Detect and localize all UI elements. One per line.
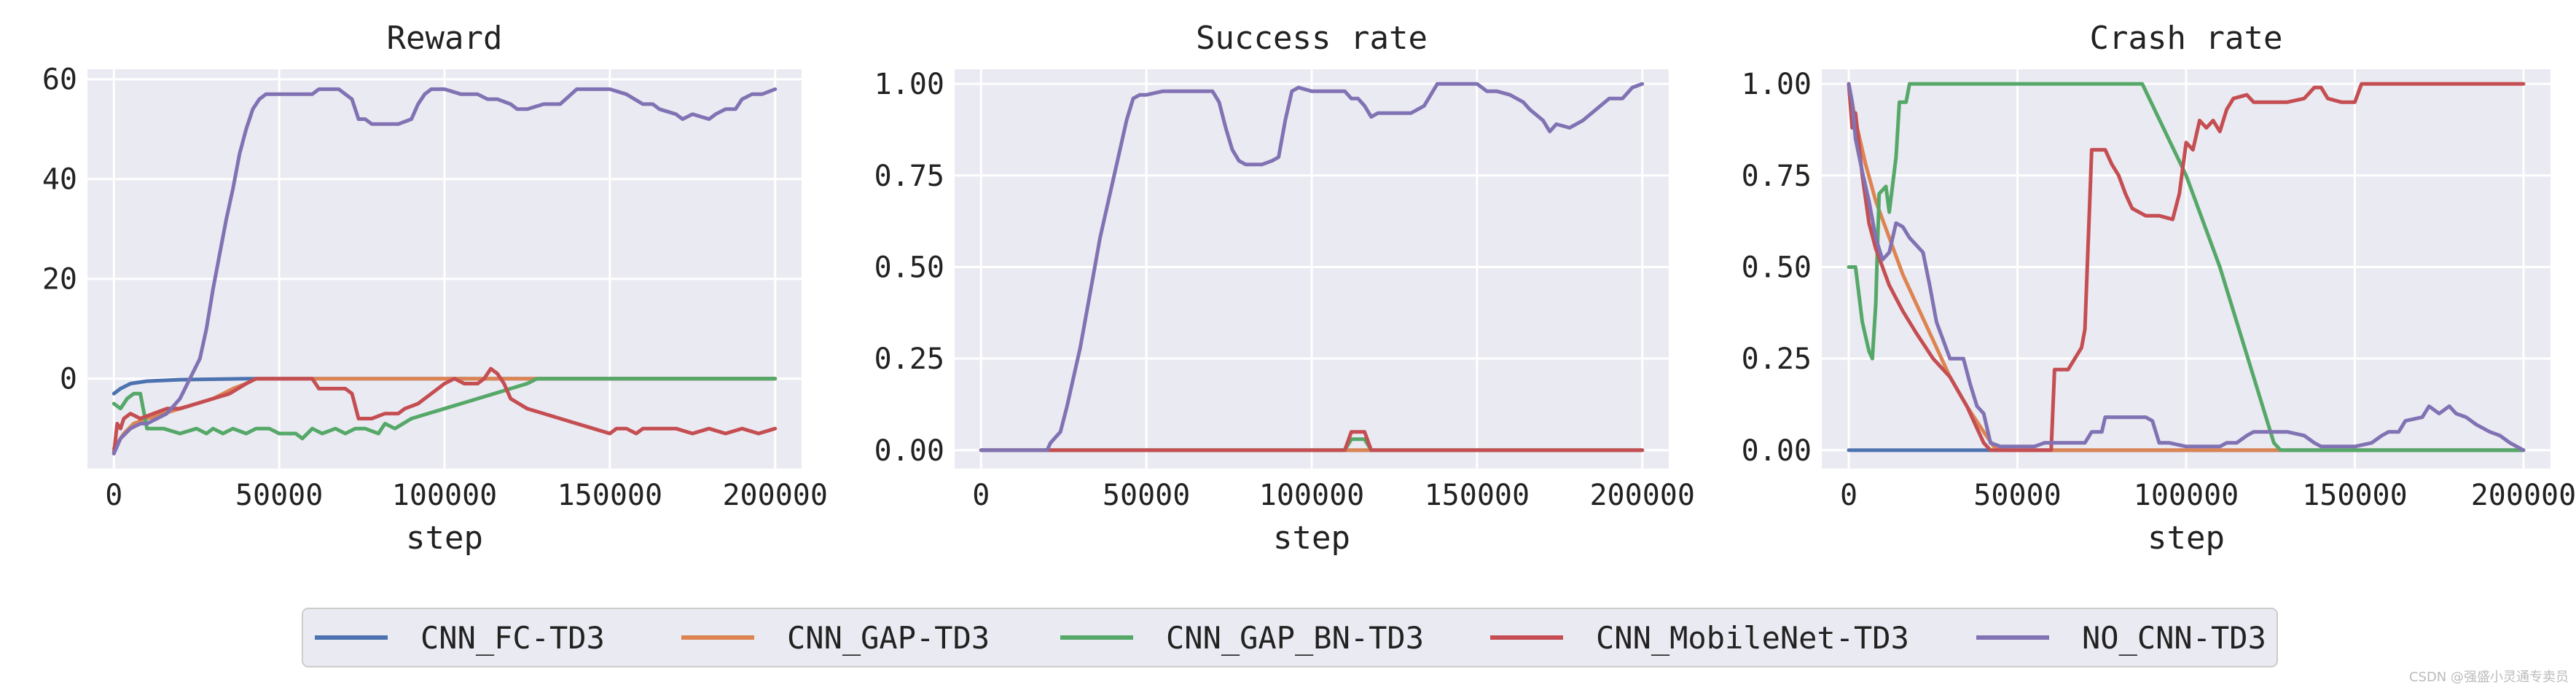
success-rate-line-cnn-mobilenet-td3 xyxy=(979,430,1645,452)
success-rate-y-tick-label: 0.25 xyxy=(874,342,944,376)
success-rate-chart-title: Success rate xyxy=(1196,20,1428,57)
crash-rate-line-no-cnn-td3 xyxy=(1847,82,2526,452)
success-rate-y-tick-label: 0.50 xyxy=(874,251,944,284)
subplot-success-rate: 0 50000 100000 150000 200000 0.00 0.25 0.50 0.75… xyxy=(874,20,1695,557)
reward-line-cnn-mobilenet-td3 xyxy=(111,366,778,455)
crash-rate-x-tick-label: 100000 xyxy=(2134,479,2239,512)
watermark-text: CSDN @强盛小灵通专卖员 xyxy=(2409,670,2569,685)
subplots: 0 50000 100000 150000 200000 0 20 40 60 Reward ste… xyxy=(42,20,2576,557)
crash-rate-chart-title: Crash rate xyxy=(2090,20,2283,57)
reward-line-cnn-gap-bn-td3 xyxy=(111,377,778,441)
reward-line-cnn-gap-td3 xyxy=(111,377,778,451)
reward-line-cnn-fc-td3 xyxy=(111,377,778,396)
crash-rate-y-tick-label: 0.50 xyxy=(1742,251,1812,284)
legend-label-cnn-gap-bn-td3: CNN_GAP_BN-TD3 xyxy=(1166,620,1424,656)
success-rate-x-tick-label: 150000 xyxy=(1425,479,1530,512)
success-rate-series-group xyxy=(979,82,1645,452)
success-rate-x-tick-label: 100000 xyxy=(1259,479,1365,512)
reward-x-tick-label: 100000 xyxy=(392,479,498,512)
reward-x-tick-label: 0 xyxy=(105,479,122,512)
crash-rate-line-cnn-mobilenet-td3 xyxy=(1847,82,2526,452)
success-rate-line-no-cnn-td3 xyxy=(979,82,1645,452)
crash-rate-x-tick-label: 150000 xyxy=(2302,479,2408,512)
crash-rate-line-cnn-gap-bn-td3 xyxy=(1847,82,2526,452)
crash-rate-x-tick-label: 200000 xyxy=(2471,479,2576,512)
crash-rate-series-group xyxy=(1847,82,2526,452)
crash-rate-y-tick-label: 0.25 xyxy=(1742,342,1812,376)
legend: CNN_FC-TD3 CNN_GAP-TD3 CNN_GAP_BN-TD3 CNN_M… xyxy=(302,608,2278,667)
reward-x-tick-label: 50000 xyxy=(235,479,323,512)
legend-label-cnn-mobilenet-td3: CNN_MobileNet-TD3 xyxy=(1596,620,1909,656)
subplot-reward: 0 50000 100000 150000 200000 0 20 40 60 Reward ste… xyxy=(42,20,828,557)
reward-x-axis-label: step xyxy=(406,520,483,557)
success-rate-y-tick-label: 1.00 xyxy=(874,68,944,101)
legend-label-cnn-fc-td3: CNN_FC-TD3 xyxy=(420,620,605,656)
reward-y-tick-label: 0 xyxy=(60,363,77,396)
crash-rate-y-tick-label: 0.75 xyxy=(1742,160,1812,193)
success-rate-y-tick-label: 0.75 xyxy=(874,160,944,193)
success-rate-x-axis-label: step xyxy=(1273,520,1350,557)
reward-x-tick-label: 200000 xyxy=(722,479,828,512)
crash-rate-x-axis-label: step xyxy=(2148,520,2225,557)
reward-line-no-cnn-td3 xyxy=(111,87,778,455)
success-rate-x-tick-label: 0 xyxy=(972,479,990,512)
legend-label-no-cnn-td3: NO_CNN-TD3 xyxy=(2082,620,2266,656)
legend-label-cnn-gap-td3: CNN_GAP-TD3 xyxy=(787,620,990,656)
crash-rate-y-tick-label: 1.00 xyxy=(1742,68,1812,101)
reward-y-tick-label: 40 xyxy=(42,163,77,197)
crash-rate-x-tick-label: 50000 xyxy=(1973,479,2061,512)
success-rate-x-tick-label: 200000 xyxy=(1589,479,1695,512)
reward-x-tick-label: 150000 xyxy=(557,479,663,512)
reward-y-tick-label: 20 xyxy=(42,263,77,297)
reward-chart-title: Reward xyxy=(387,20,503,57)
reward-series-group xyxy=(111,87,778,455)
subplot-crash-rate: 0 50000 100000 150000 200000 0.00 0.25 0.50 0.75… xyxy=(1742,20,2576,557)
crash-rate-x-tick-label: 0 xyxy=(1840,479,1857,512)
success-rate-y-tick-label: 0.00 xyxy=(874,434,944,468)
success-rate-x-tick-label: 50000 xyxy=(1103,479,1190,512)
crash-rate-y-tick-label: 0.00 xyxy=(1742,434,1812,468)
legend-frame xyxy=(302,608,2278,667)
reward-y-tick-label: 60 xyxy=(42,63,77,97)
